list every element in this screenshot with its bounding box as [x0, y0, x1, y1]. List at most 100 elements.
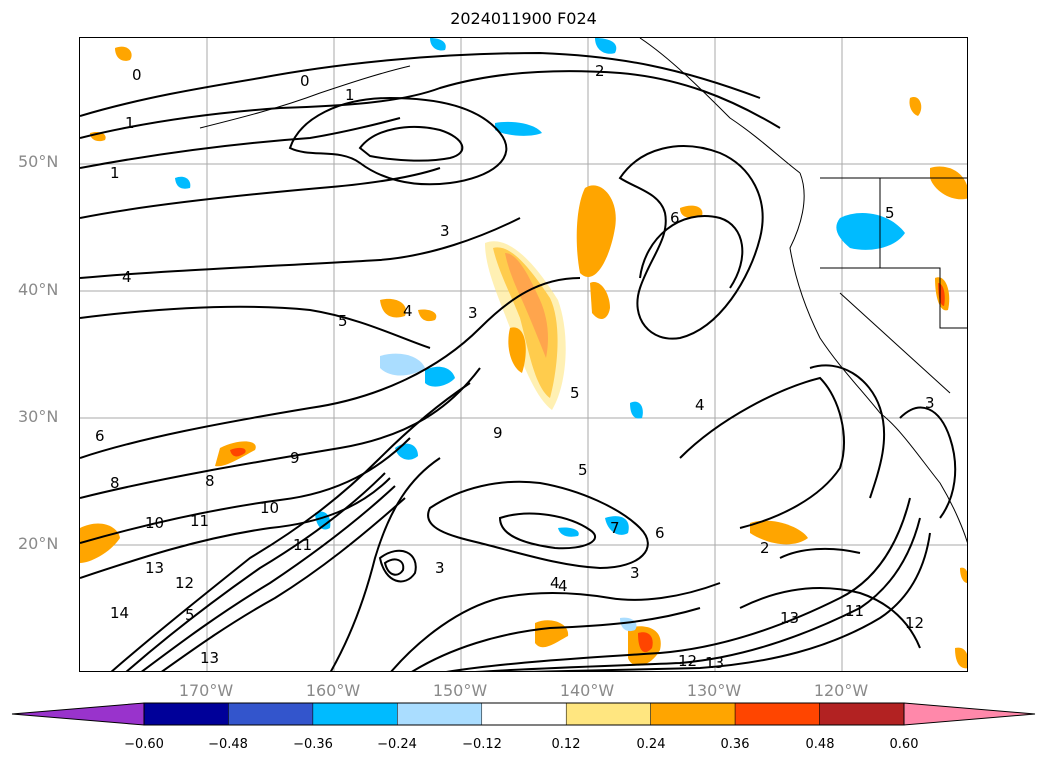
contour-label: 8 — [110, 474, 120, 492]
contour-label: 10 — [260, 499, 279, 517]
contour-line — [329, 457, 441, 671]
contour-label: 0 — [132, 66, 142, 84]
colorbar-extend-left — [11, 702, 145, 726]
contour-label: 11 — [293, 536, 312, 554]
blue-patch — [595, 38, 617, 54]
orange-patch — [960, 567, 967, 583]
contour-label: 4 — [403, 302, 413, 320]
lon-label-150w: 150°W — [432, 681, 488, 700]
contour-line — [80, 167, 441, 219]
lon-label-130w: 130°W — [686, 681, 742, 700]
contour-label: 14 — [110, 604, 129, 622]
colorbar-bin — [228, 702, 314, 726]
colorbar-bin — [565, 702, 651, 726]
orange-patch — [508, 327, 526, 373]
contour-label: 13 — [780, 609, 799, 627]
colorbar-bin — [734, 702, 820, 726]
red-patch — [230, 447, 246, 457]
orange-patch — [535, 620, 569, 648]
orange-patch — [576, 185, 616, 277]
contour-line — [80, 437, 411, 544]
colorbar — [11, 702, 1036, 726]
contour-label: 6 — [655, 524, 665, 542]
colorbar-tick-label: −0.36 — [293, 737, 333, 752]
blue-patch — [175, 176, 191, 189]
orange-patch — [955, 647, 967, 669]
colorbar-bin — [650, 702, 736, 726]
map-title: 2024011900 F024 — [450, 9, 597, 28]
colorbar-bin — [312, 702, 398, 726]
contour-line — [378, 549, 417, 583]
yellow-halo — [485, 241, 566, 410]
orange-patch — [909, 97, 922, 116]
contour-line — [390, 582, 721, 671]
contour-label: 10 — [145, 514, 164, 532]
blue-patch — [495, 121, 542, 136]
colorbar-tick-label: 0.48 — [805, 737, 835, 752]
contour-label: 3 — [630, 564, 640, 582]
orange-patch — [750, 520, 808, 545]
contour-line — [80, 277, 581, 459]
contour-line — [358, 126, 464, 162]
contour-line — [80, 217, 521, 279]
contour-line — [446, 497, 911, 671]
blue-patch — [630, 401, 643, 419]
contour-label: 5 — [885, 204, 895, 222]
blue-patch — [430, 38, 446, 51]
colorbar-bins — [143, 702, 905, 726]
contour-label: 5 — [185, 606, 195, 624]
contour-line — [899, 406, 957, 519]
lon-label-160w: 160°W — [305, 681, 361, 700]
map-panel: 0 0 1 1 1 2 3 3 4 4 5 4 3 5 6 5 4 5 6 6 … — [79, 37, 968, 672]
orange-patch — [418, 309, 437, 322]
contour-line — [80, 117, 401, 169]
light-blue-patch — [380, 353, 425, 376]
contour-line — [411, 607, 701, 671]
coastlines — [199, 38, 967, 543]
colorbar-tick-label: −0.24 — [377, 737, 417, 752]
lon-label-170w: 170°W — [178, 681, 234, 700]
contour-line — [80, 477, 391, 579]
contour-line — [161, 497, 406, 671]
contour-line — [518, 532, 931, 671]
contour-label: 4 — [558, 577, 568, 595]
colorbar-tick-label: 0.36 — [720, 737, 750, 752]
contour-line — [779, 547, 861, 559]
shaded-fields — [80, 38, 967, 669]
contour-line — [80, 51, 761, 117]
contour-label: 4 — [695, 396, 705, 414]
contour-labels: 0 0 1 1 1 2 3 3 4 4 5 4 3 5 6 5 4 5 6 6 … — [95, 62, 935, 672]
contour-label: 4 — [122, 268, 132, 286]
contour-line — [80, 305, 431, 349]
contour-label: 9 — [290, 449, 300, 467]
blue-patch — [395, 443, 418, 460]
colorbar-tick-label: −0.48 — [208, 737, 248, 752]
north-america-coast — [789, 172, 967, 543]
contour-line — [679, 376, 845, 529]
colorbar-bin — [143, 702, 229, 726]
lat-label-20n: 20°N — [18, 534, 59, 553]
contour-label: 2 — [595, 62, 605, 80]
contour-label: 1 — [345, 86, 355, 104]
blue-patch — [605, 516, 629, 535]
lat-label-40n: 40°N — [18, 280, 59, 299]
colorbar-tick-label: −0.12 — [462, 737, 502, 752]
contour-label: 13 — [705, 654, 724, 672]
colorbar-bin — [819, 702, 905, 726]
contour-label: 6 — [95, 427, 105, 445]
orange-patch — [930, 166, 967, 200]
contour-label: 5 — [338, 312, 348, 330]
contour-label: 11 — [845, 602, 864, 620]
blue-patch — [836, 213, 905, 250]
contour-line — [639, 215, 744, 289]
orange-patch — [680, 205, 703, 218]
colorbar-bin — [397, 702, 483, 726]
colorbar-tick-label: 0.12 — [551, 737, 581, 752]
lat-label-30n: 30°N — [18, 407, 59, 426]
contour-line — [141, 485, 396, 671]
lon-label-140w: 140°W — [559, 681, 615, 700]
contour-line — [474, 517, 921, 671]
colorbar-tick-label: 0.60 — [889, 737, 919, 752]
colorbar-outline — [143, 702, 905, 726]
red-patch — [638, 632, 653, 653]
